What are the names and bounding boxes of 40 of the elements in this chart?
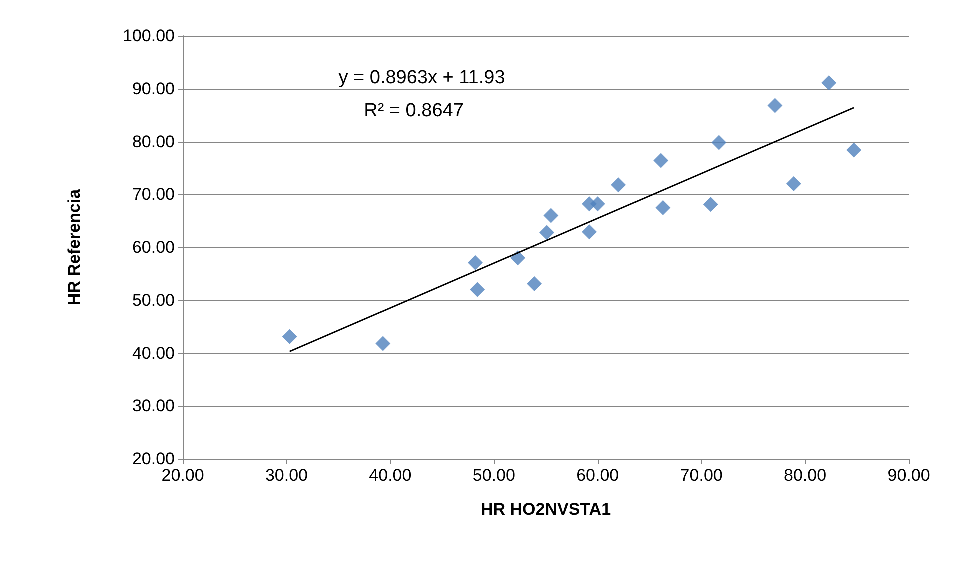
y-tick-label: 100.00 [123,26,175,46]
x-axis-title: HR HO2NVSTA1 [480,500,612,519]
point [376,336,391,352]
x-tick-label: 30.00 [265,466,308,485]
y-tick-label: 40.00 [132,344,175,363]
point [468,255,483,270]
point [544,208,559,224]
x-tick-label: 70.00 [680,466,723,485]
y-tick-label: 80.00 [132,132,175,152]
point [510,250,526,266]
y-tick-label: 20.00 [132,450,175,468]
y-tick-label: 70.00 [132,185,175,204]
point [822,76,837,91]
x-tick-label: 50.00 [472,466,516,485]
annotation: y = 0.8963x + 11.93 [338,68,506,88]
x-tick-label: 20.00 [162,466,204,485]
y-tick-label: 50.00 [132,290,175,310]
point [656,200,671,216]
point [786,176,802,192]
y-tick-label: 90.00 [132,79,175,98]
point [470,282,486,298]
point [712,135,727,150]
point [654,153,669,168]
point [590,196,606,212]
x-tick-label: 90.00 [888,466,930,485]
point [768,98,783,114]
point [611,178,626,193]
x-tick-label: 60.00 [576,466,620,485]
y-axis-title: HR Referencia [65,188,84,306]
y-tick-label: 30.00 [132,396,175,416]
annotation: R² = 0.8647 [364,100,464,122]
point [527,276,542,292]
x-tick-label: 80.00 [784,466,827,485]
point [582,224,598,240]
point [540,225,555,240]
x-tick-label: 40.00 [369,466,412,485]
y-tick-label: 60.00 [132,238,175,257]
point [846,142,862,158]
point [282,329,298,344]
point [703,197,718,212]
